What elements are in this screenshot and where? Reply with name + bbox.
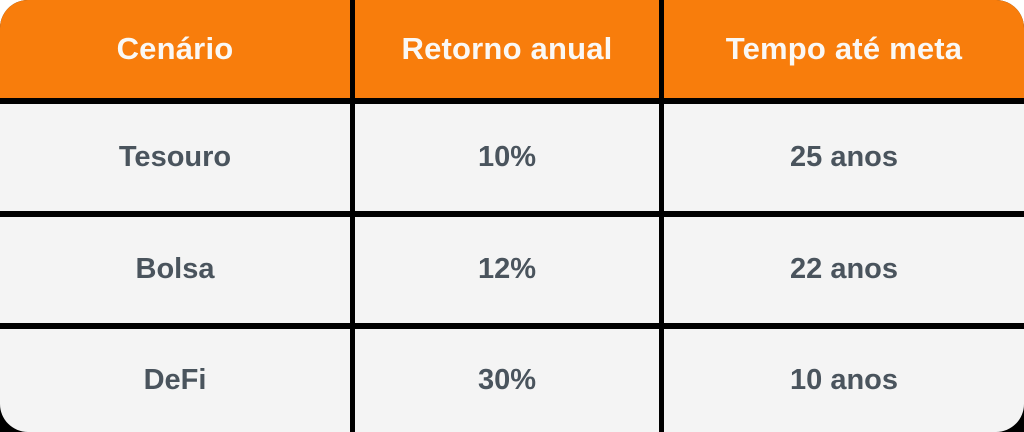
cell-return-bolsa: 12% [355,217,659,323]
cell-time-defi: 10 anos [664,329,1024,432]
cell-scenario-tesouro: Tesouro [0,104,350,211]
header-cell-cenario: Cenário [0,0,350,98]
cell-time-tesouro: 25 anos [664,104,1024,211]
cell-return-defi: 30% [355,329,659,432]
cell-time-bolsa: 22 anos [664,217,1024,323]
cell-return-tesouro: 10% [355,104,659,211]
header-cell-retorno-anual: Retorno anual [355,0,659,98]
cell-scenario-defi: DeFi [0,329,350,432]
cell-scenario-bolsa: Bolsa [0,217,350,323]
header-cell-tempo-ate-meta: Tempo até meta [664,0,1024,98]
